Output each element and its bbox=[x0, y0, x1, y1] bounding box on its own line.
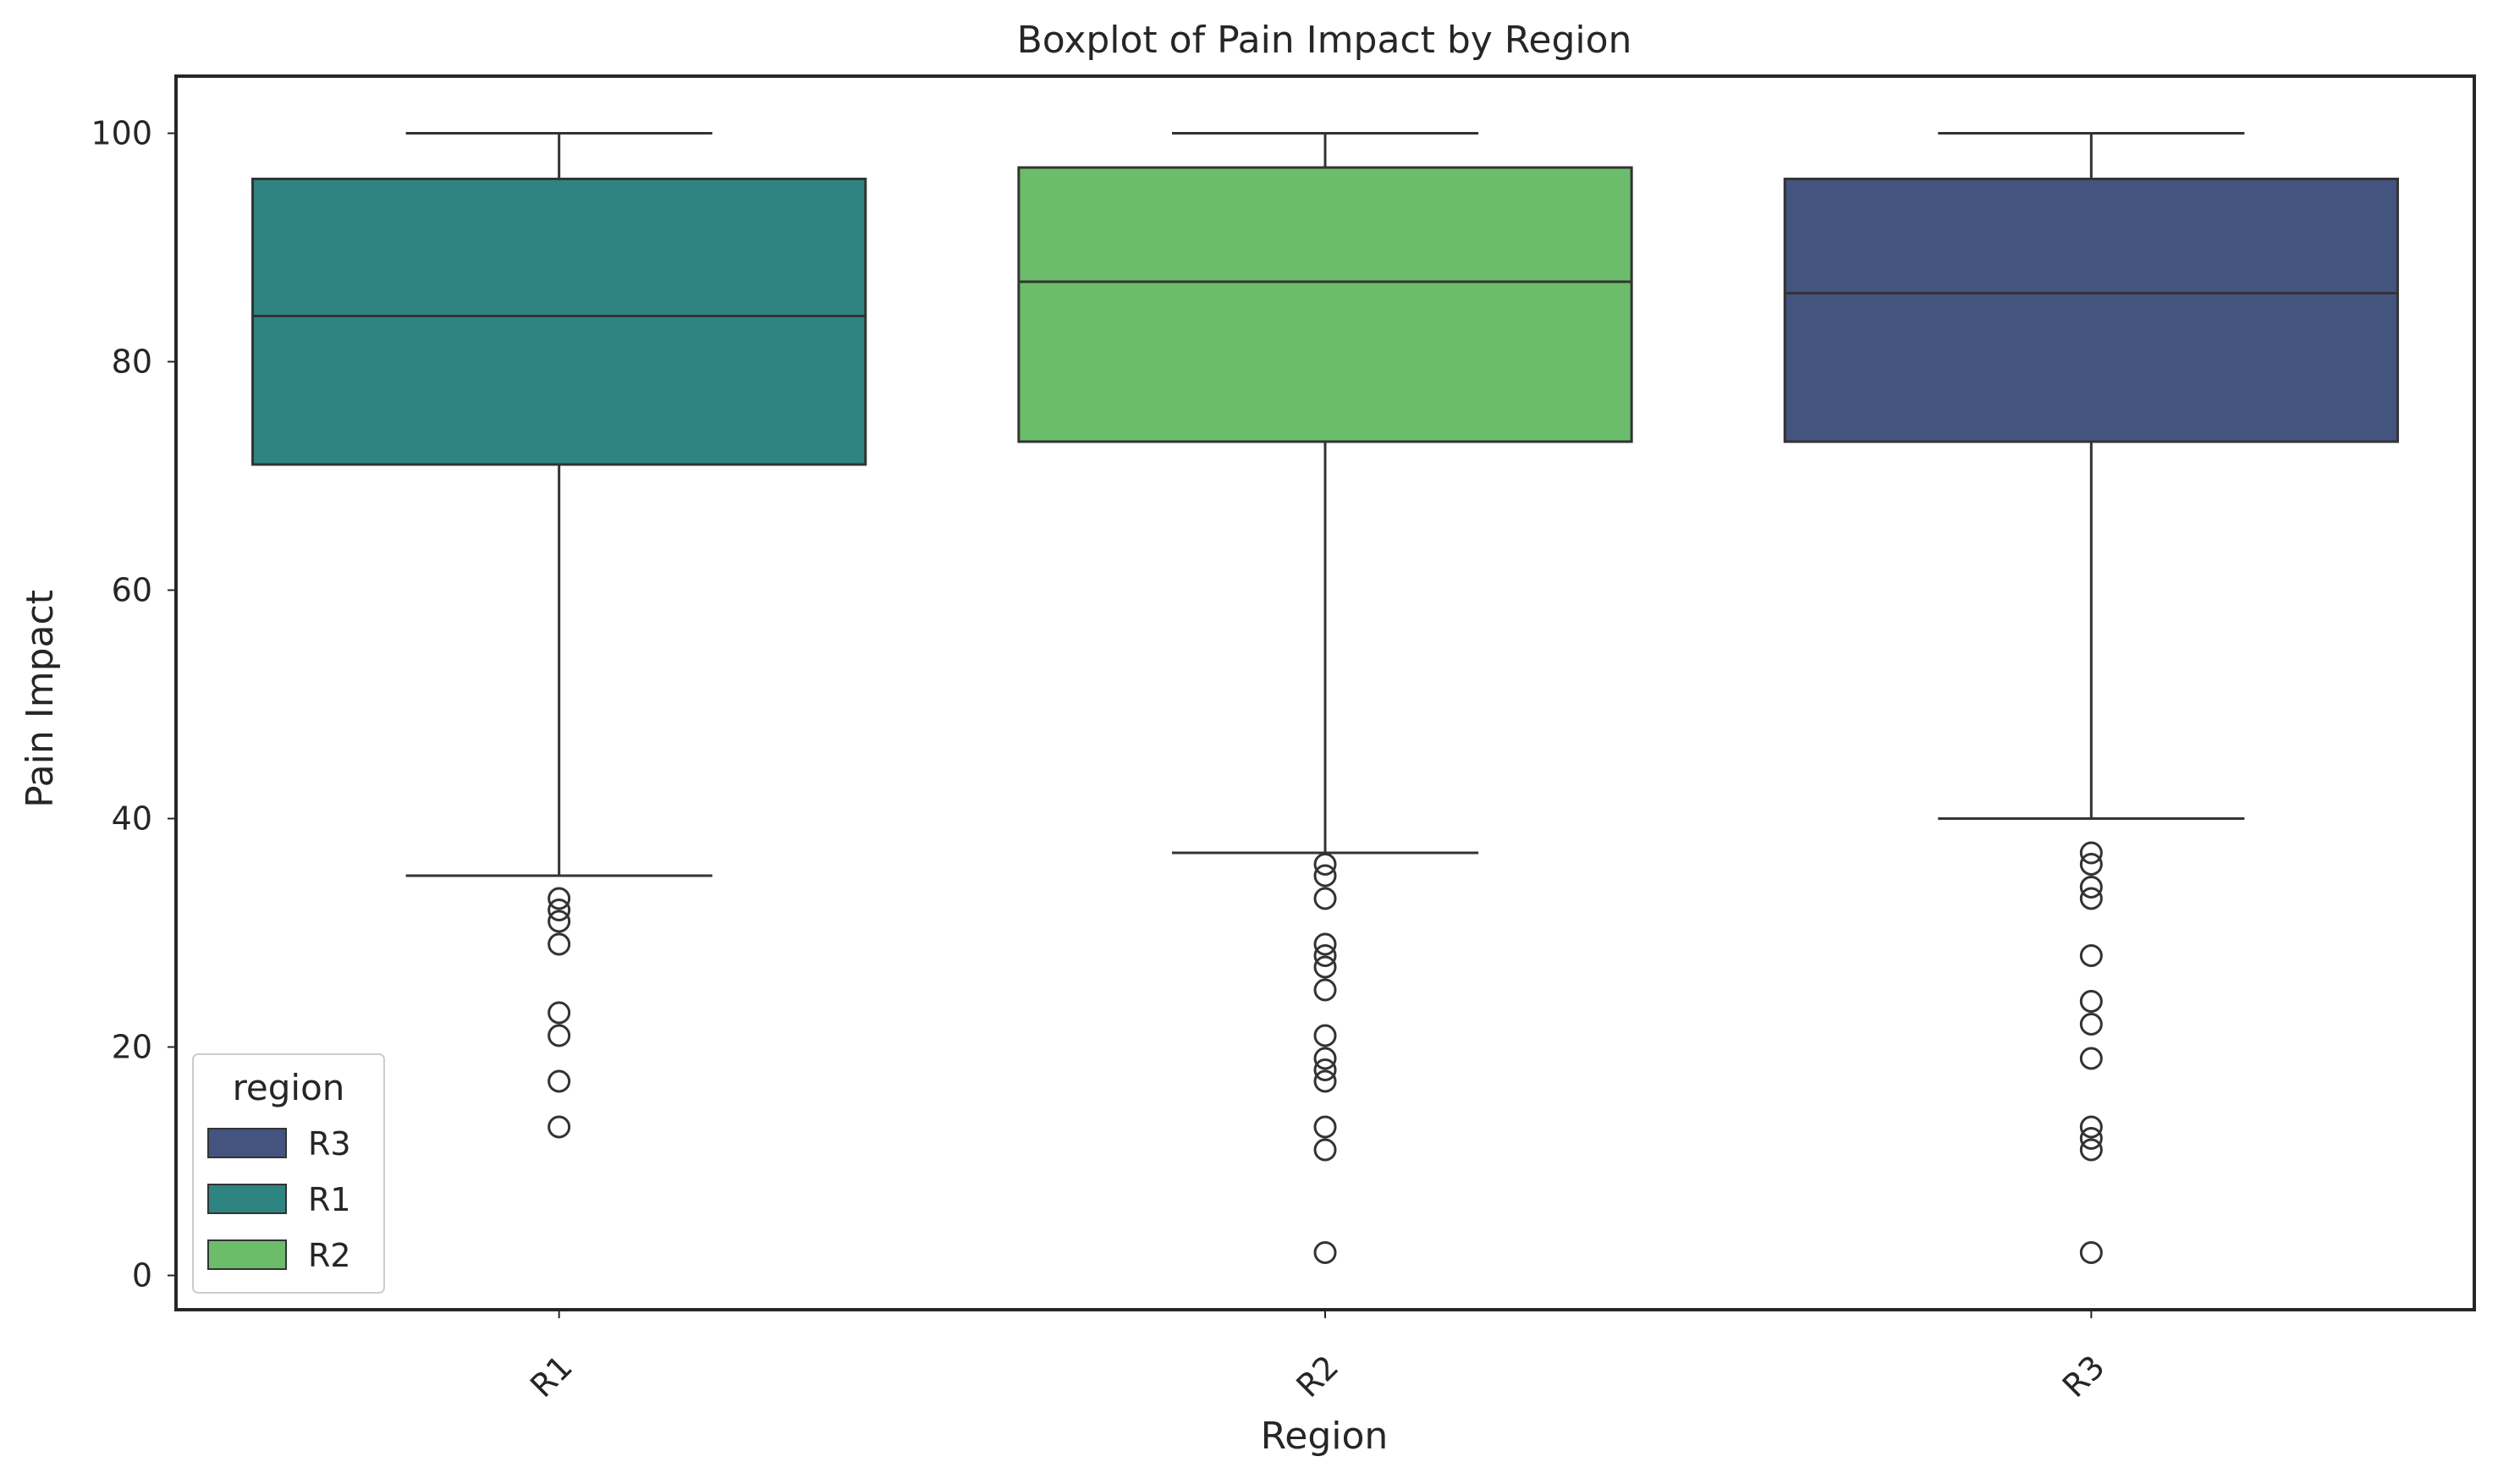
legend-label: R1 bbox=[308, 1181, 351, 1218]
outlier-point bbox=[547, 910, 571, 933]
plot-area: 0 20 40 60 80 100 R1 R2 R3 bbox=[91, 115, 2399, 1404]
outlier-point bbox=[1313, 853, 1337, 876]
legend: region R3 R1 R2 bbox=[192, 1053, 385, 1294]
box-iqr bbox=[1783, 178, 2399, 443]
legend-swatch bbox=[207, 1128, 287, 1158]
outlier-point bbox=[1313, 1115, 1337, 1139]
outlier-point bbox=[2079, 1127, 2103, 1150]
outlier-point bbox=[2079, 1138, 2103, 1162]
outlier-point bbox=[2079, 1047, 2103, 1070]
legend-title: region bbox=[233, 1067, 345, 1108]
outlier-point bbox=[1313, 978, 1337, 1002]
outlier-point bbox=[547, 1069, 571, 1093]
box-group-r2 bbox=[1017, 132, 1633, 1264]
outlier-point bbox=[2079, 876, 2103, 899]
outlier-point bbox=[547, 1001, 571, 1025]
y-tick-label: 0 bbox=[132, 1257, 152, 1294]
axes-frame bbox=[174, 74, 2476, 1311]
outlier-point bbox=[2079, 887, 2103, 910]
outlier-point bbox=[547, 899, 571, 921]
outlier-point bbox=[547, 1115, 571, 1139]
outlier-point bbox=[1313, 1138, 1337, 1162]
y-tick-label: 40 bbox=[112, 800, 152, 838]
legend-swatch bbox=[207, 1239, 287, 1270]
box-group-r1 bbox=[251, 132, 867, 1139]
x-axis-title: Region bbox=[1261, 1415, 1389, 1458]
outlier-point bbox=[1313, 932, 1337, 956]
outlier-point bbox=[1313, 1024, 1337, 1047]
legend-label: R3 bbox=[308, 1125, 351, 1162]
outlier-point bbox=[547, 932, 571, 956]
outlier-point bbox=[1313, 955, 1337, 979]
y-tick-label: 100 bbox=[91, 115, 152, 152]
outlier-point bbox=[547, 1024, 571, 1047]
chart-title: Boxplot of Pain Impact by Region bbox=[1017, 19, 1632, 62]
box-iqr bbox=[1017, 166, 1633, 443]
outlier-point bbox=[2079, 990, 2103, 1013]
outlier-point bbox=[2079, 1115, 2103, 1139]
outlier-point bbox=[1313, 1058, 1337, 1081]
outlier-point bbox=[2079, 841, 2103, 865]
outlier-point bbox=[1313, 1047, 1337, 1070]
outlier-point bbox=[2079, 853, 2103, 876]
box-group-r3 bbox=[1783, 132, 2399, 1264]
outlier-point bbox=[2079, 944, 2103, 967]
y-axis-title: Pain Impact bbox=[19, 590, 62, 808]
outlier-point bbox=[1313, 1241, 1337, 1264]
legend-label: R2 bbox=[308, 1237, 351, 1274]
outlier-point bbox=[1313, 864, 1337, 888]
outlier-point bbox=[2079, 1241, 2103, 1264]
y-tick-label: 60 bbox=[112, 572, 152, 609]
legend-swatch bbox=[207, 1184, 287, 1214]
y-tick-label: 20 bbox=[112, 1029, 152, 1066]
legend-box bbox=[192, 1053, 385, 1294]
outlier-point bbox=[1313, 944, 1337, 967]
box-iqr bbox=[251, 178, 867, 466]
outlier-point bbox=[2079, 1013, 2103, 1036]
outlier-point bbox=[1313, 887, 1337, 910]
outlier-point bbox=[547, 887, 571, 910]
outlier-point bbox=[1313, 1069, 1337, 1093]
y-tick-label: 80 bbox=[112, 344, 152, 381]
